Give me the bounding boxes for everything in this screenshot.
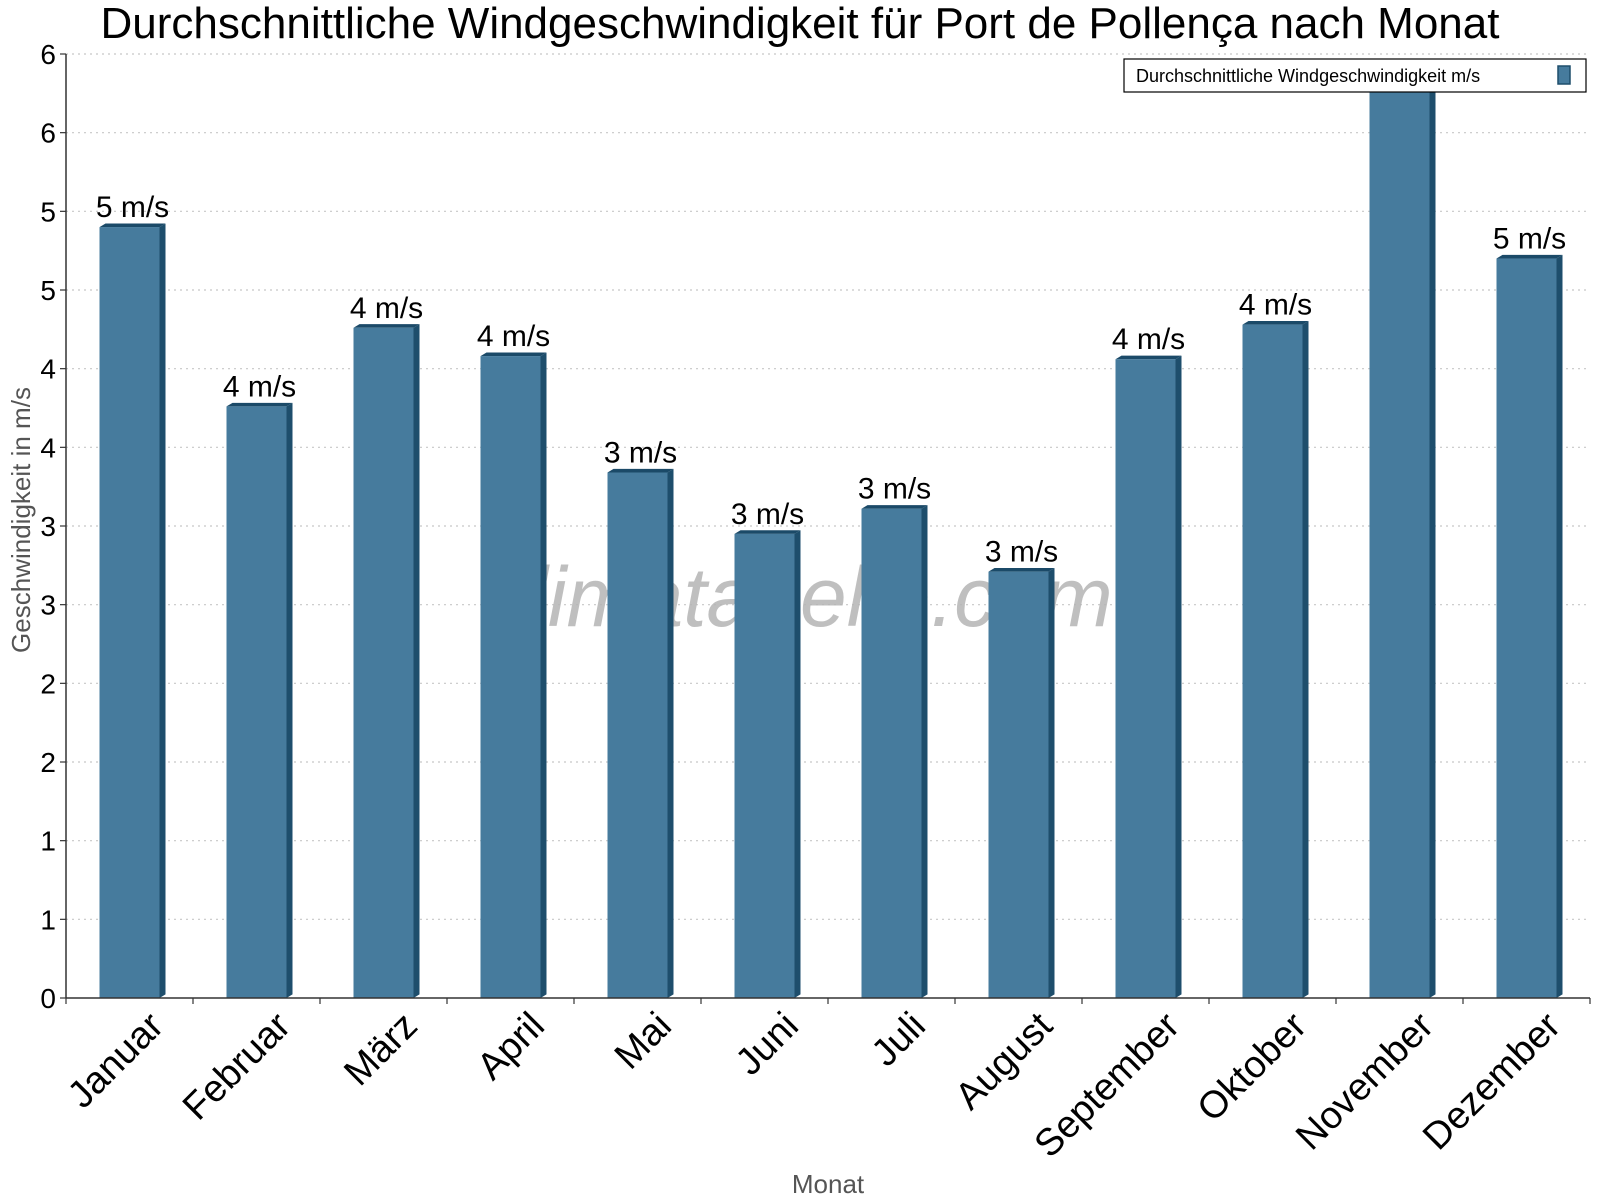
bar-side <box>667 468 674 998</box>
bar-front <box>99 227 160 999</box>
data-label: 5 m/s <box>96 191 169 224</box>
bar <box>1242 321 1309 999</box>
y-tick-label: 0 <box>40 983 56 1014</box>
y-tick-label: 5 <box>40 275 56 306</box>
bar-top <box>1115 355 1182 360</box>
x-axis-ticks: Januar Februar März April Mai Juni Juli AugustS… <box>60 1004 1569 1165</box>
bar-front <box>607 472 668 998</box>
bar-side <box>286 402 293 998</box>
bar-top <box>861 505 928 509</box>
bar-top <box>1496 254 1563 259</box>
bar-top <box>226 402 293 407</box>
legend: Durchschnittliche Windgeschwindigkeit m/… <box>1123 58 1587 93</box>
x-tick-label: Juni <box>728 1005 807 1084</box>
bar <box>1496 254 1563 998</box>
data-label: 4 m/s <box>223 370 296 403</box>
bar <box>1115 355 1182 998</box>
x-tick-label: November <box>1288 1004 1442 1158</box>
legend-swatch <box>1557 65 1571 85</box>
data-label: 5 m/s <box>1493 223 1566 256</box>
y-tick-label: 4 <box>40 354 56 385</box>
bar-side <box>413 324 420 998</box>
bar <box>1369 74 1436 999</box>
x-tick-label: Mai <box>607 1005 680 1078</box>
axes <box>65 54 1591 1004</box>
bar-side <box>794 530 801 998</box>
bar-top <box>353 324 420 328</box>
y-tick-label: 3 <box>40 511 56 542</box>
bar-top <box>480 352 547 357</box>
y-tick-label: 1 <box>40 826 56 857</box>
legend-label: Durchschnittliche Windgeschwindigkeit m/… <box>1136 66 1480 86</box>
bar <box>99 223 166 999</box>
x-tick-label: März <box>336 1005 425 1094</box>
bar <box>480 352 547 999</box>
data-labels: 5 m/s 4 m/s 4 m/s 4 m/s 3 m/s 3 m/s 3 m/s 3 m/s… <box>96 191 1566 569</box>
bar-top <box>988 568 1055 572</box>
y-tick-label: 1 <box>40 904 56 935</box>
bar-side <box>1048 568 1055 998</box>
bar-front <box>734 533 795 998</box>
x-axis-title: Monat <box>792 1169 865 1199</box>
bar-front <box>1242 324 1303 998</box>
bar-side <box>1556 254 1563 998</box>
chart-title: Durchschnittliche Windgeschwindigkeit fü… <box>101 0 1500 48</box>
y-tick-label: 2 <box>40 747 56 778</box>
data-label: 3 m/s <box>604 437 677 470</box>
y-tick-label: 3 <box>40 590 56 621</box>
x-tick-label: April <box>469 1005 552 1088</box>
x-tick-label: Oktober <box>1190 1004 1316 1130</box>
bar-front <box>226 406 287 999</box>
bar <box>226 402 293 999</box>
bar-side <box>921 505 928 998</box>
bar <box>353 324 420 998</box>
bar <box>607 468 674 998</box>
bar-side <box>540 352 547 999</box>
bars <box>99 74 1563 999</box>
bar-top <box>99 223 166 228</box>
y-tick-label: 4 <box>40 432 56 463</box>
data-label: 3 m/s <box>858 473 931 506</box>
bar-side <box>1302 321 1309 999</box>
y-tick-label: 2 <box>40 668 56 699</box>
bar-top <box>1242 321 1309 325</box>
data-label: 4 m/s <box>477 320 550 353</box>
y-tick-label: 6 <box>40 39 56 70</box>
bar-front <box>861 508 922 998</box>
grid-lines <box>66 53 1590 920</box>
y-axis-title: Geschwindigkeit in m/s <box>6 387 36 653</box>
x-tick-label: Februar <box>175 1004 299 1128</box>
data-label: 3 m/s <box>731 498 804 531</box>
bar-front <box>988 571 1049 998</box>
bar <box>861 505 928 998</box>
bar-front <box>1369 77 1430 999</box>
bar <box>734 530 801 998</box>
data-label: 4 m/s <box>1239 289 1312 322</box>
bar-side <box>1175 355 1182 998</box>
bar-top <box>734 530 801 534</box>
data-label: 4 m/s <box>350 292 423 325</box>
y-tick-label: 6 <box>40 118 56 149</box>
bar-front <box>1115 359 1176 998</box>
bar-side <box>1429 74 1436 998</box>
y-axis-ticks: 0 1 1 2 2 3 3 4 4 5 5 6 6 <box>40 39 66 1014</box>
x-tick-label: August <box>948 1004 1062 1118</box>
bar-front <box>353 327 414 998</box>
bar-front <box>480 356 541 999</box>
data-label: 3 m/s <box>985 536 1058 569</box>
bar-side <box>159 223 166 998</box>
bar-top <box>607 468 674 473</box>
data-label: 4 m/s <box>1112 323 1185 356</box>
legend-box <box>1123 58 1587 93</box>
x-tick-label: Januar <box>60 1004 172 1116</box>
bar-front <box>1496 258 1557 998</box>
y-tick-label: 5 <box>40 196 56 227</box>
bar <box>988 568 1055 998</box>
x-tick-label: Juli <box>864 1005 934 1075</box>
x-tick-label: Dezember <box>1415 1004 1569 1158</box>
